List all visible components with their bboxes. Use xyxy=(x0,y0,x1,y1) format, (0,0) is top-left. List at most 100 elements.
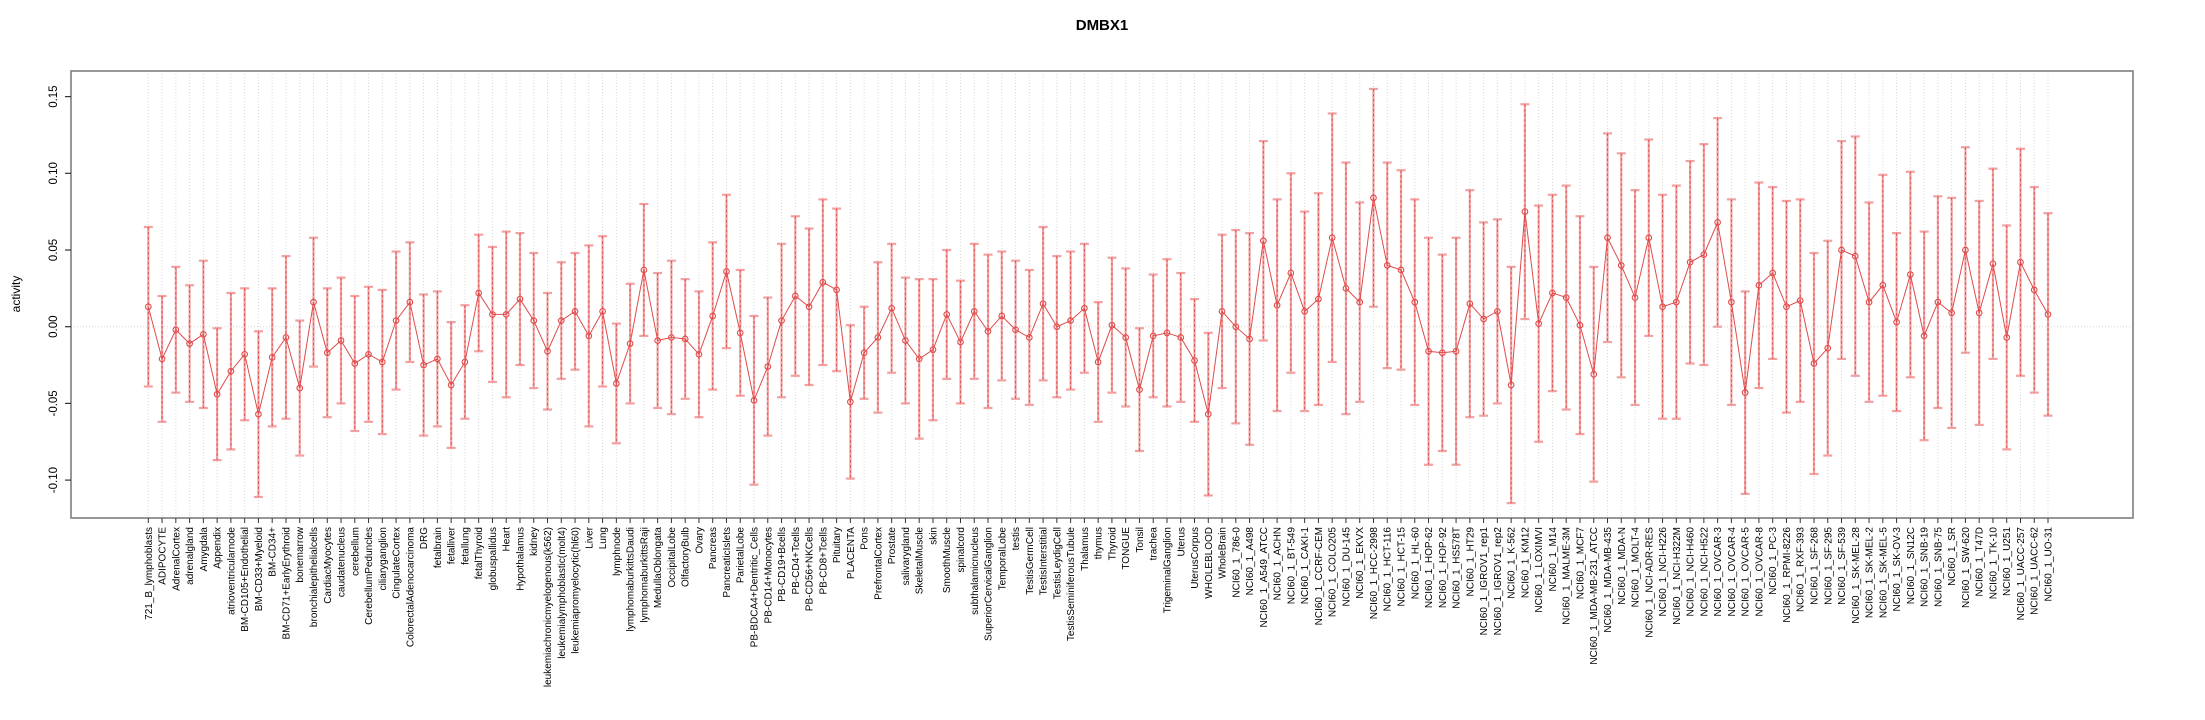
x-tick-label: NCI60_1_COLO205 xyxy=(1328,527,1339,617)
data-point xyxy=(1920,332,1928,340)
data-point xyxy=(1851,252,1859,260)
x-tick-label: NCI60_1_SNB-75 xyxy=(1933,527,1944,607)
x-tick-label: Appendix xyxy=(213,527,224,569)
x-tick-label: NCI60_1_EKVX xyxy=(1355,527,1366,599)
x-tick-label: bonemarrow xyxy=(295,526,306,582)
x-tick-label: PLACENTA xyxy=(846,527,857,579)
y-axis-tick-labels: -0.10 -0.05 0.00 0.05 0.10 0.15 xyxy=(48,85,60,493)
data-point xyxy=(1232,323,1240,331)
x-tick-label: PancreaticIslets xyxy=(722,527,733,598)
x-tick-label: CerebellumPeduncles xyxy=(364,527,375,625)
x-tick-label: cerebellum xyxy=(350,527,361,576)
x-tick-label: NCI60_1_NCI-H460 xyxy=(1686,527,1697,617)
data-point xyxy=(2003,334,2011,341)
x-tick-label: NCI60_1_NCI-H322M xyxy=(1672,527,1683,625)
x-tick-label: NCI60_1_MDA-MB-231_ATCC xyxy=(1589,527,1600,665)
data-point xyxy=(434,355,441,363)
data-point xyxy=(1934,298,1942,306)
plot-box xyxy=(70,70,2134,519)
x-axis-tick-labels: 721_B_lymphoblasts ADIPOCYTE AdrenalCortex… xyxy=(144,526,2055,687)
data-point xyxy=(1039,300,1047,308)
x-tick-label: NCI60_1_A498 xyxy=(1245,527,1256,596)
x-tick-label: atrioventricularnode xyxy=(226,527,237,615)
data-point xyxy=(1989,260,1997,268)
data-point xyxy=(571,308,579,315)
plot-border xyxy=(70,70,2134,519)
x-tick-label: NCI60_1_SN12C xyxy=(1906,527,1917,604)
data-point xyxy=(1728,298,1735,306)
data-point xyxy=(1094,358,1102,366)
data-point xyxy=(489,311,496,318)
x-tick-label: Uterus xyxy=(1176,527,1187,556)
data-point xyxy=(213,390,221,398)
data-point xyxy=(461,358,469,366)
data-point xyxy=(599,308,606,315)
data-point xyxy=(984,327,992,335)
data-point xyxy=(1342,285,1350,292)
data-point xyxy=(200,331,207,338)
x-tick-label: NCI60_1_OVCAR-4 xyxy=(1727,527,1738,617)
x-tick-label: NCI60_1_U251 xyxy=(2002,527,2013,596)
x-tick-label: Pituitary xyxy=(832,527,843,563)
x-tick-label: NCI60_1_SNB-19 xyxy=(1920,527,1931,607)
data-point xyxy=(1879,281,1887,289)
data-point xyxy=(296,384,304,392)
data-point xyxy=(2030,286,2038,294)
x-tick-label: fetalliver xyxy=(447,526,458,564)
x-tick-label: NCI60_1_UO-31 xyxy=(2044,527,2055,602)
data-point xyxy=(158,355,166,363)
data-point xyxy=(502,311,510,318)
x-tick-label: ciliaryganglion xyxy=(378,527,389,590)
data-point xyxy=(557,317,565,324)
x-tick-label: NCI60_1_MDA-MB-435 xyxy=(1603,527,1614,633)
x-tick-label: subthalamicnucleus xyxy=(970,527,981,615)
x-tick-label: fetalbrain xyxy=(433,527,444,568)
y-axis-title: activity xyxy=(9,276,23,313)
data-point xyxy=(970,308,978,315)
x-tick-label: PB-BDCA4+Dentritic_Cells xyxy=(750,527,761,647)
x-tick-label: NCI60_1_IGROV1_rep2 xyxy=(1493,527,1504,636)
data-point xyxy=(1631,294,1639,301)
x-tick-label: NCI60_1_SK-MEL-2 xyxy=(1865,527,1876,619)
data-point xyxy=(833,286,840,294)
x-tick-label: Heart xyxy=(502,527,513,552)
data-point xyxy=(1521,208,1529,215)
data-point xyxy=(378,358,386,366)
data-point xyxy=(1962,246,1969,254)
data-point xyxy=(475,289,483,297)
x-tick-label: Pons xyxy=(860,527,871,550)
x-tick-label: NCI60_1_K-562 xyxy=(1507,527,1518,599)
x-tick-label: leukemiachronicmyelogenous(k562) xyxy=(543,527,554,687)
x-tick-label: SkeletalMuscle xyxy=(915,527,926,595)
x-axis-ticks xyxy=(147,518,2049,523)
x-tick-label: Thalamus xyxy=(1080,527,1091,571)
data-point xyxy=(2044,311,2052,318)
data-point xyxy=(1356,298,1364,306)
data-point xyxy=(1466,300,1474,308)
x-tick-label: TestisGermCell xyxy=(1025,527,1036,595)
data-point xyxy=(1783,303,1790,311)
x-tick-label: Tonsil xyxy=(1135,527,1146,553)
x-tick-label: fetalThyroid xyxy=(474,527,485,579)
x-tick-label: Prostate xyxy=(887,527,898,565)
x-tick-label: NCI60_1_OVCAR-5 xyxy=(1741,527,1752,617)
x-tick-label: NCI60_1_SR xyxy=(1947,527,1958,586)
data-point xyxy=(1163,329,1171,337)
x-tick-label: MedullaOblongata xyxy=(653,527,664,609)
data-point xyxy=(1494,308,1501,315)
x-tick-label: ADIPOCYTE xyxy=(158,527,169,585)
data-point xyxy=(764,363,772,370)
x-tick-label: TestisSeminiferousTubule xyxy=(1066,527,1077,642)
data-point xyxy=(1507,381,1515,389)
x-tick-label: NCI60_1_HCT-116 xyxy=(1383,527,1394,612)
x-tick-label: CardiacMyocytes xyxy=(323,527,334,604)
x-tick-label: PB-CD8+Tcells xyxy=(818,527,829,595)
x-tick-label: NCI60_1_M14 xyxy=(1548,527,1559,592)
data-point xyxy=(1480,315,1487,323)
data-point xyxy=(172,326,180,334)
x-tick-label: NCI60_1_TK-10 xyxy=(1988,527,1999,600)
data-point xyxy=(860,349,868,357)
data-point xyxy=(1204,410,1212,418)
x-tick-label: NCI60_1_T47D xyxy=(1975,527,1986,596)
x-tick-label: bronchialepithelialcells xyxy=(309,527,320,627)
